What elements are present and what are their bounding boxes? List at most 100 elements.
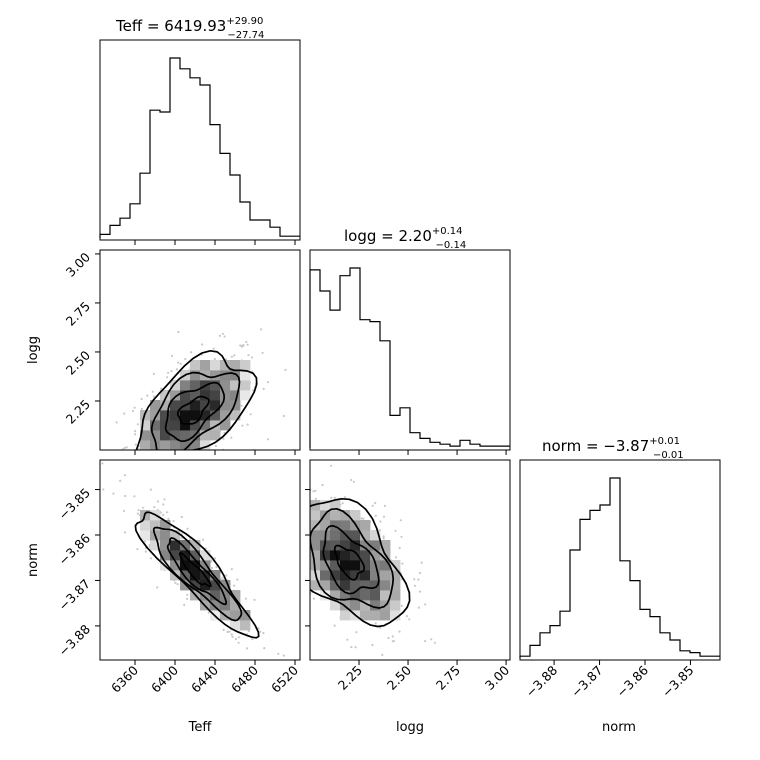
sample-point xyxy=(382,535,385,538)
contour-0p5sigma xyxy=(178,552,212,588)
density-cell xyxy=(220,370,231,381)
density-cell xyxy=(140,440,151,450)
sample-point xyxy=(160,387,163,390)
sample-point xyxy=(137,509,140,512)
title-logg: logg = 2.20+0.14 −0.14 xyxy=(344,226,466,251)
density-cell xyxy=(330,500,341,511)
density-cell xyxy=(200,580,211,591)
density-cell xyxy=(310,580,321,591)
density-cell xyxy=(230,590,241,601)
sample-point xyxy=(124,464,126,466)
sample-point xyxy=(182,484,184,486)
sample-point xyxy=(136,512,139,515)
sample-point xyxy=(211,566,214,570)
sample-point xyxy=(140,474,142,476)
sample-point xyxy=(104,479,106,481)
sample-point xyxy=(225,574,228,577)
sample-point xyxy=(281,543,283,545)
density-cell xyxy=(240,380,251,391)
density-cell xyxy=(160,390,171,401)
density-cell xyxy=(360,560,371,571)
density-cell xyxy=(160,400,171,411)
density-cell xyxy=(210,570,221,581)
density-cell xyxy=(140,430,151,441)
sample-point xyxy=(246,423,249,426)
sample-point xyxy=(273,553,275,555)
contour-1p5sigma xyxy=(150,371,241,450)
sample-point xyxy=(391,640,394,643)
density-cell xyxy=(380,540,391,551)
panel-frame-teff-logg xyxy=(99,249,301,451)
sample-point xyxy=(230,436,233,439)
sample-point xyxy=(155,463,157,465)
sample-point xyxy=(302,587,304,589)
density-cell xyxy=(320,590,331,601)
density-cell xyxy=(340,570,351,581)
xtick-label-logg: 2.75 xyxy=(433,663,463,693)
sample-point xyxy=(417,606,420,609)
density-cell xyxy=(140,420,151,431)
sample-point xyxy=(156,586,159,589)
sample-point xyxy=(387,636,390,640)
sample-point xyxy=(245,340,248,343)
sample-point xyxy=(222,628,225,632)
density-cell xyxy=(330,510,341,521)
density-cell xyxy=(150,410,161,421)
sample-point xyxy=(379,520,382,523)
xtick-label-logg: 2.50 xyxy=(384,662,414,692)
density-cell xyxy=(180,540,191,551)
density-cell xyxy=(150,540,161,551)
xtick-label-logg: 3.00 xyxy=(482,662,512,692)
density-cell xyxy=(370,590,381,601)
sample-point xyxy=(160,482,162,484)
density-cell xyxy=(220,400,231,411)
sample-point xyxy=(149,488,152,491)
contour-2sigma xyxy=(310,497,411,628)
sample-point xyxy=(374,514,377,517)
sample-point xyxy=(193,467,195,469)
density-cell xyxy=(170,550,181,561)
sample-point xyxy=(237,641,240,644)
density-cell xyxy=(200,420,211,431)
sample-point xyxy=(159,511,163,514)
density-cell xyxy=(370,550,381,561)
sample-point xyxy=(172,477,174,479)
sample-point xyxy=(289,483,291,485)
density-cell xyxy=(210,380,221,391)
sample-point xyxy=(146,394,149,397)
sample-point xyxy=(112,492,115,495)
sample-point xyxy=(158,483,160,485)
sample-point xyxy=(240,661,242,663)
sample-point xyxy=(314,497,317,500)
sample-point xyxy=(124,494,127,498)
density-cell xyxy=(310,510,321,521)
density-cell xyxy=(140,530,151,541)
sample-point xyxy=(322,667,324,669)
density-cell xyxy=(170,410,181,421)
density-cell xyxy=(240,610,251,621)
density-cell xyxy=(200,560,211,571)
density-cell xyxy=(200,400,211,411)
sample-point xyxy=(296,563,298,565)
sample-point xyxy=(223,335,226,338)
density-cell xyxy=(310,540,321,551)
density-cell xyxy=(360,530,371,541)
sample-point xyxy=(303,550,305,552)
sample-point xyxy=(123,446,126,450)
sample-point xyxy=(341,502,344,505)
sample-point xyxy=(354,646,357,649)
sample-point xyxy=(355,631,358,634)
density-cell xyxy=(370,540,381,551)
density-cell xyxy=(190,370,201,381)
sample-point xyxy=(133,495,136,498)
sample-point xyxy=(405,615,408,618)
sample-point xyxy=(149,557,153,560)
sample-point xyxy=(153,506,156,509)
sample-point xyxy=(362,517,365,520)
density-cell xyxy=(230,390,241,401)
density-cell xyxy=(220,420,231,431)
density-cell xyxy=(330,590,341,601)
sample-point xyxy=(401,562,404,565)
sample-point xyxy=(398,630,401,633)
density-cell xyxy=(360,540,371,551)
